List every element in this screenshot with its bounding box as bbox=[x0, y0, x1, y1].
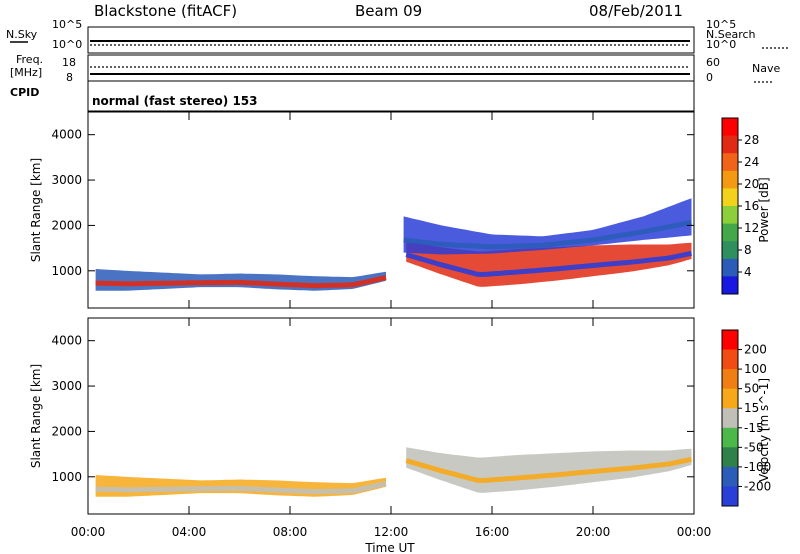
power-colorbar-swatch bbox=[722, 135, 738, 154]
velocity-ylabel: Slant Range [km] bbox=[29, 364, 43, 468]
power-colorbar: 28 24 20 16 12 8 4 bbox=[721, 117, 759, 295]
x-tick-label: 04:00 bbox=[172, 525, 207, 539]
freq-unit-label: [MHz] bbox=[10, 66, 42, 79]
velocity-colorbar-swatch bbox=[722, 369, 738, 390]
x-tick-label: 08:00 bbox=[273, 525, 308, 539]
x-tick-label: 00:00 bbox=[71, 525, 106, 539]
power-ytick-label: 1000 bbox=[51, 264, 82, 278]
power-core-upper-scatter bbox=[403, 219, 692, 250]
power-ylabel: Slant Range [km] bbox=[29, 158, 43, 262]
power-colorbar-swatch bbox=[722, 188, 738, 207]
noise-tick-right-high: 10^5 bbox=[706, 18, 736, 31]
velocity-panel: 1000 2000 3000 4000 Slant Range [km] bbox=[29, 317, 695, 515]
freq-tick-high: 18 bbox=[62, 56, 76, 69]
velocity-colorbar-tick-label: -15 bbox=[744, 421, 764, 435]
power-colorbar-swatch bbox=[722, 153, 738, 172]
power-ytick-label: 3000 bbox=[51, 173, 82, 187]
power-panel: 1000 2000 3000 4000 Slant Range [km] bbox=[29, 111, 695, 309]
velocity-colorbar-tick-label: 15 bbox=[744, 401, 759, 415]
velocity-colorbar-swatch bbox=[722, 349, 738, 370]
power-marks bbox=[95, 198, 693, 291]
velocity-colorbar-tick-label: 200 bbox=[744, 343, 767, 357]
power-colorbar-swatch bbox=[722, 276, 738, 295]
x-tick-label: 12:00 bbox=[374, 525, 409, 539]
power-colorbar-swatch bbox=[722, 258, 738, 277]
beam-title: Beam 09 bbox=[355, 2, 422, 20]
power-colorbar-tick-label: 8 bbox=[744, 243, 752, 257]
velocity-colorbar-label: Velocity [m s^-1] bbox=[757, 378, 771, 482]
power-colorbar-tick-label: 4 bbox=[744, 265, 752, 279]
velocity-colorbar: 200 100 50 15 -15 -50 -100 -200 bbox=[721, 329, 771, 507]
power-colorbar-swatch bbox=[722, 206, 738, 225]
power-colorbar-tick-label: 28 bbox=[744, 133, 759, 147]
velocity-colorbar-swatch bbox=[722, 388, 738, 409]
velocity-colorbar-swatch bbox=[722, 447, 738, 468]
noise-tick-left-low: 10^0 bbox=[52, 38, 82, 51]
velocity-colorbar-tick-label: -200 bbox=[744, 479, 771, 493]
power-colorbar-tick-label: 16 bbox=[744, 199, 759, 213]
power-colorbar-tick-label: 20 bbox=[744, 177, 759, 191]
cpid-text: normal (fast stereo) 153 bbox=[92, 94, 258, 108]
power-core-main-scatter bbox=[95, 275, 387, 289]
velocity-colorbar-swatch bbox=[722, 408, 738, 429]
cpid-label: CPID bbox=[10, 86, 39, 99]
velocity-colorbar-swatch bbox=[722, 330, 738, 351]
station-title: Blackstone (fitACF) bbox=[94, 2, 237, 20]
noise-tick-right-low: 10^0 bbox=[706, 38, 736, 51]
velocity-colorbar-swatch bbox=[722, 427, 738, 448]
power-colorbar-label: Power [dB] bbox=[757, 177, 771, 242]
velocity-colorbar-tick-label: -100 bbox=[744, 460, 771, 474]
x-axis-label: Time UT bbox=[364, 541, 415, 554]
velocity-colorbar-tick-label: -50 bbox=[744, 440, 764, 454]
freq-label: Freq. bbox=[16, 53, 43, 66]
velocity-core-orange-scatter bbox=[95, 481, 387, 495]
power-colorbar-swatch bbox=[722, 241, 738, 260]
nsky-label: N.Sky bbox=[6, 28, 38, 41]
power-core-late-scatter bbox=[405, 250, 693, 278]
x-tick-label: 00:00 bbox=[677, 525, 712, 539]
cpid-panel bbox=[87, 80, 695, 112]
nsearch-label: N.Search bbox=[706, 28, 756, 41]
x-tick-label: 20:00 bbox=[576, 525, 611, 539]
power-colorbar-tick-label: 12 bbox=[744, 221, 759, 235]
freq-tick-low: 8 bbox=[66, 71, 73, 84]
velocity-core-grey-scatter bbox=[405, 456, 693, 484]
velocity-colorbar-swatch bbox=[722, 466, 738, 487]
velocity-colorbar-tick-label: 50 bbox=[744, 382, 759, 396]
nave-tick-low: 0 bbox=[706, 71, 713, 84]
x-ticks: 00:00 04:00 08:00 12:00 16:00 20:00 00:00 bbox=[71, 112, 712, 539]
power-colorbar-swatch bbox=[722, 118, 738, 137]
velocity-colorbar-frame bbox=[721, 329, 739, 507]
velocity-ytick-label: 4000 bbox=[51, 334, 82, 348]
noise-panel bbox=[87, 26, 695, 54]
power-colorbar-tick-label: 24 bbox=[744, 155, 759, 169]
noise-tick-left-high: 10^5 bbox=[52, 18, 82, 31]
power-colorbar-swatch bbox=[722, 170, 738, 189]
velocity-ytick-label: 2000 bbox=[51, 424, 82, 438]
velocity-colorbar-tick-label: 100 bbox=[744, 362, 767, 376]
date-title: 08/Feb/2011 bbox=[589, 2, 683, 20]
velocity-marks bbox=[95, 447, 693, 497]
velocity-ytick-label: 3000 bbox=[51, 379, 82, 393]
power-band-upper-scatter bbox=[403, 198, 692, 255]
power-ytick-label: 4000 bbox=[51, 128, 82, 142]
velocity-colorbar-swatch bbox=[722, 486, 738, 507]
nave-tick-high: 60 bbox=[706, 56, 720, 69]
velocity-y-ticks: 1000 2000 3000 4000 bbox=[51, 334, 694, 484]
power-y-ticks: 1000 2000 3000 4000 bbox=[51, 128, 694, 278]
x-tick-label: 16:00 bbox=[475, 525, 510, 539]
velocity-ytick-label: 1000 bbox=[51, 470, 82, 484]
nave-label: Nave bbox=[752, 62, 780, 75]
power-colorbar-swatch bbox=[722, 223, 738, 242]
power-ytick-label: 2000 bbox=[51, 218, 82, 232]
freq-panel bbox=[87, 54, 695, 82]
